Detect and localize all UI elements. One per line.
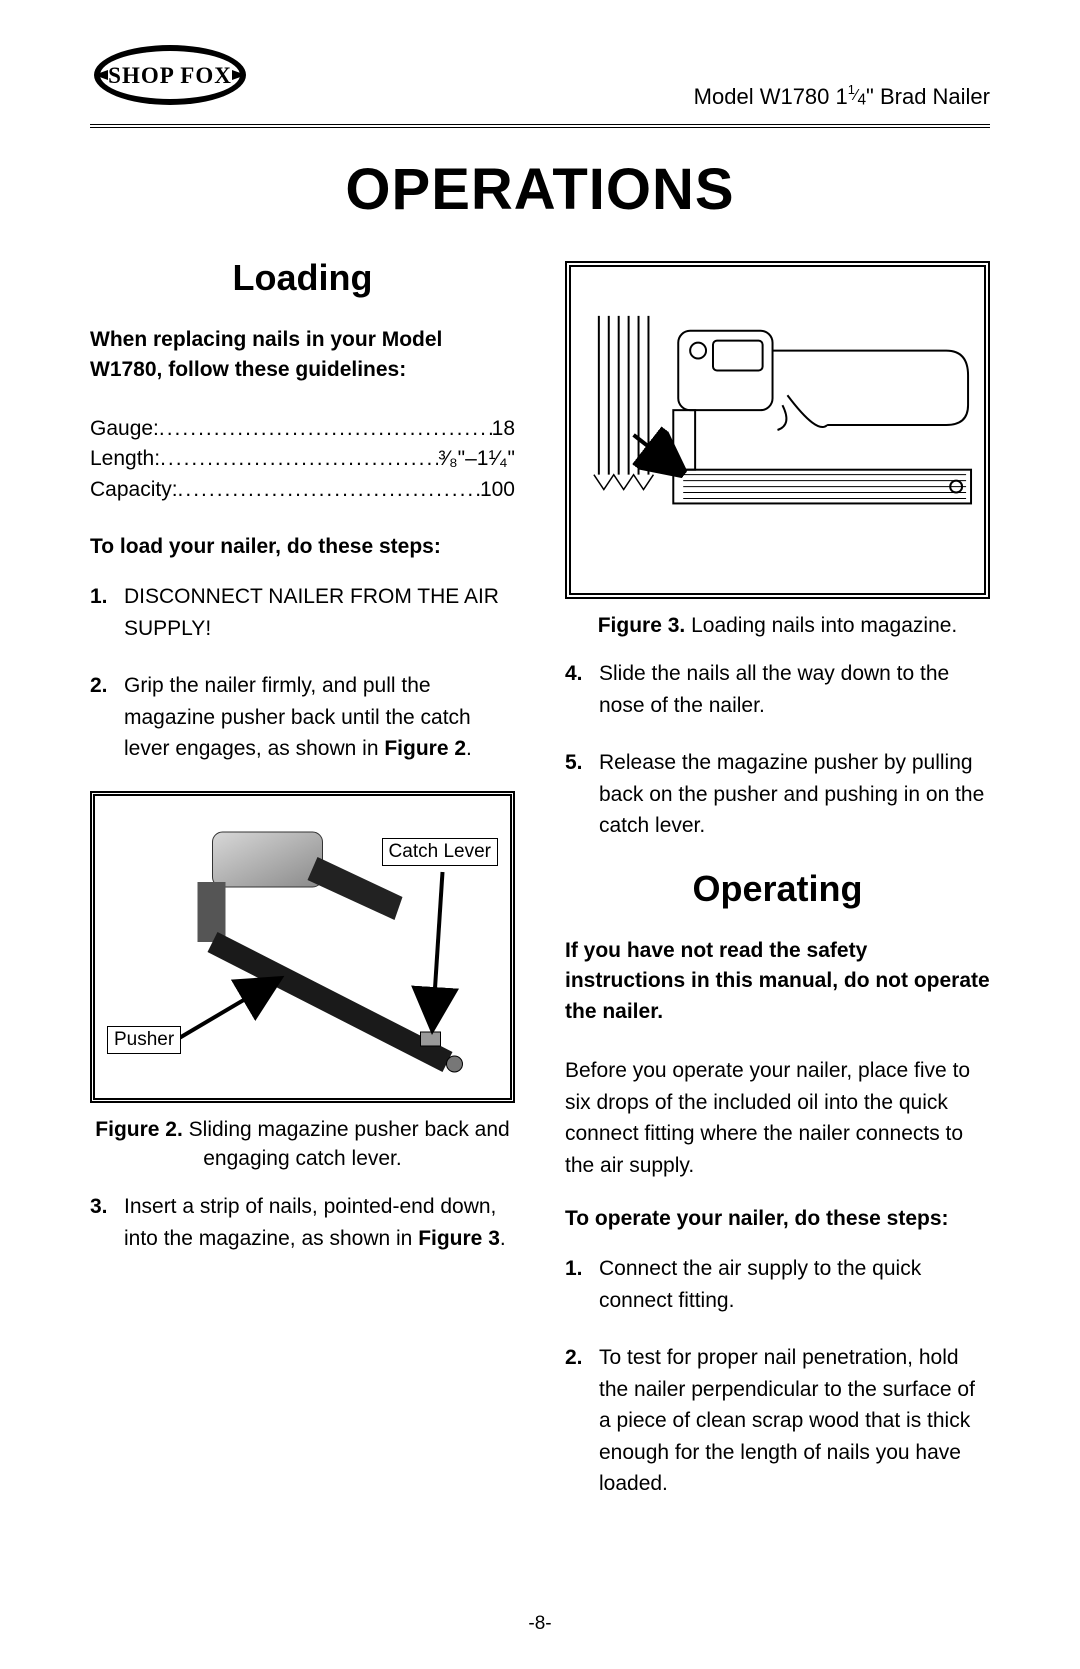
spec-label: Gauge: bbox=[90, 414, 159, 444]
spec-dots bbox=[159, 414, 492, 444]
step-text: Connect the air supply to the quick conn… bbox=[599, 1253, 990, 1316]
header-rule bbox=[90, 124, 990, 128]
figure-2-caption: Figure 2. Sliding magazine pusher back a… bbox=[90, 1115, 515, 1174]
loading-intro: When replacing nails in your Model W1780… bbox=[90, 325, 515, 386]
step-text: Slide the nails all the way down to the … bbox=[599, 658, 990, 721]
step-number: 2. bbox=[90, 670, 124, 765]
list-item: 2. Grip the nailer firmly, and pull the … bbox=[90, 670, 515, 765]
spec-dots bbox=[160, 444, 438, 474]
step-text: Insert a strip of nails, pointed-end dow… bbox=[124, 1191, 515, 1254]
list-item: 2. To test for proper nail penetration, … bbox=[565, 1342, 990, 1500]
brand-logo: SHOP FOX bbox=[90, 40, 250, 110]
page-number: -8- bbox=[0, 1613, 1080, 1635]
operating-warning: If you have not read the safety instruct… bbox=[565, 936, 990, 1027]
svg-text:SHOP FOX: SHOP FOX bbox=[108, 63, 232, 88]
spec-value: 18 bbox=[492, 414, 515, 444]
callout-catch-lever: Catch Lever bbox=[382, 838, 498, 866]
model-text: Model W1780 1 bbox=[694, 84, 848, 109]
list-item: 1. DISCONNECT NAILER FROM THE AIR SUPPLY… bbox=[90, 581, 515, 644]
spec-row: Gauge: 18 bbox=[90, 414, 515, 444]
spec-row: Capacity: 100 bbox=[90, 475, 515, 505]
list-item: 4. Slide the nails all the way down to t… bbox=[565, 658, 990, 721]
figure-3 bbox=[565, 261, 990, 599]
step-number: 3. bbox=[90, 1191, 124, 1254]
figure-2: Catch Lever Pusher bbox=[90, 791, 515, 1103]
figure-3-image bbox=[579, 275, 976, 585]
loading-steps-right: 4. Slide the nails all the way down to t… bbox=[565, 658, 990, 842]
spec-label: Capacity: bbox=[90, 475, 178, 505]
loading-steps-left: 1. DISCONNECT NAILER FROM THE AIR SUPPLY… bbox=[90, 581, 515, 765]
list-item: 1. Connect the air supply to the quick c… bbox=[565, 1253, 990, 1316]
figure-3-caption: Figure 3. Loading nails into magazine. bbox=[565, 611, 990, 640]
page-title: OPERATIONS bbox=[90, 156, 990, 223]
right-column: Figure 3. Loading nails into magazine. 4… bbox=[565, 257, 990, 1526]
operating-steps: 1. Connect the air supply to the quick c… bbox=[565, 1253, 990, 1500]
spec-row: Length: ³⁄₈"–1¹⁄₄" bbox=[90, 444, 515, 474]
step-text: Release the magazine pusher by pulling b… bbox=[599, 747, 990, 842]
left-column: Loading When replacing nails in your Mod… bbox=[90, 257, 515, 1526]
spec-value: 100 bbox=[480, 475, 515, 505]
step-number: 2. bbox=[565, 1342, 599, 1500]
spec-table: Gauge: 18 Length: ³⁄₈"–1¹⁄₄" Capacity: 1… bbox=[90, 414, 515, 505]
step-number: 1. bbox=[565, 1253, 599, 1316]
spec-label: Length: bbox=[90, 444, 160, 474]
loading-steps-left-cont: 3. Insert a strip of nails, pointed-end … bbox=[90, 1191, 515, 1254]
loading-heading: Loading bbox=[90, 257, 515, 299]
step-text: To test for proper nail penetration, hol… bbox=[599, 1342, 990, 1500]
list-item: 3. Insert a strip of nails, pointed-end … bbox=[90, 1191, 515, 1254]
callout-pusher: Pusher bbox=[107, 1026, 181, 1054]
spec-dots bbox=[178, 475, 480, 505]
spec-value: ³⁄₈"–1¹⁄₄" bbox=[438, 444, 515, 474]
operating-steps-head: To operate your nailer, do these steps: bbox=[565, 1207, 990, 1231]
step-text: DISCONNECT NAILER FROM THE AIR SUPPLY! bbox=[124, 581, 515, 644]
step-number: 4. bbox=[565, 658, 599, 721]
step-number: 1. bbox=[90, 581, 124, 644]
loading-steps-head: To load your nailer, do these steps: bbox=[90, 535, 515, 559]
model-line: Model W1780 11⁄4" Brad Nailer bbox=[694, 82, 990, 110]
step-text: Grip the nailer firmly, and pull the mag… bbox=[124, 670, 515, 765]
operating-heading: Operating bbox=[565, 868, 990, 910]
step-number: 5. bbox=[565, 747, 599, 842]
list-item: 5. Release the magazine pusher by pullin… bbox=[565, 747, 990, 842]
operating-prelube: Before you operate your nailer, place fi… bbox=[565, 1055, 990, 1181]
